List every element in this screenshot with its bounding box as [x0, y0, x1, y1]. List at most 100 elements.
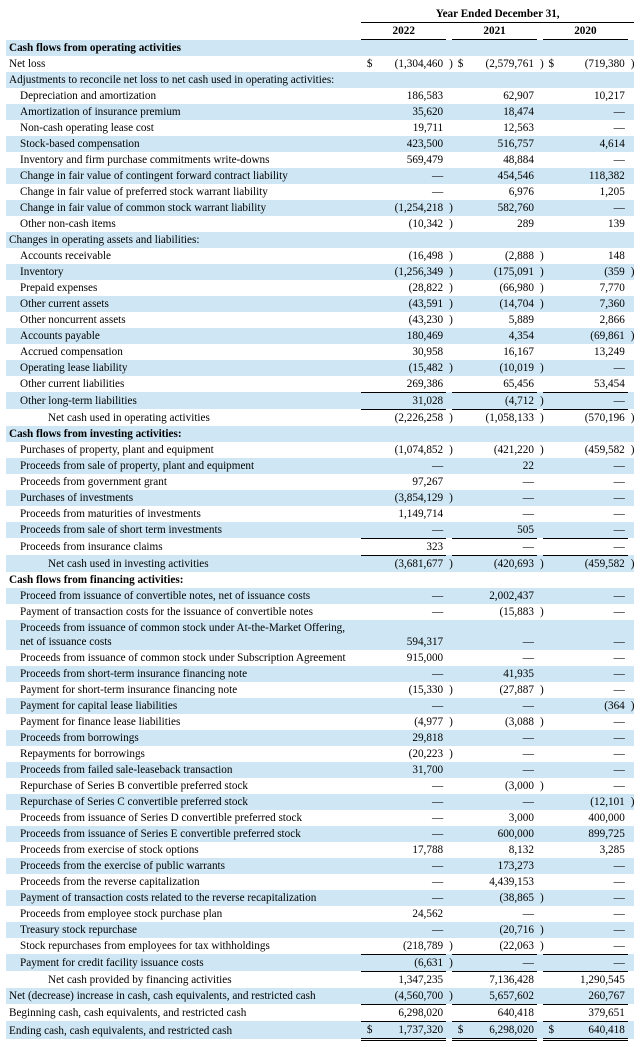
- currency-symbol: [543, 730, 557, 746]
- table-row: Depreciation and amortization186,58362,9…: [6, 88, 634, 104]
- table-row: Proceeds from sale of short term investm…: [6, 522, 634, 539]
- cell-value: —: [557, 474, 628, 490]
- table-row: Proceeds from borrowings29,818——: [6, 730, 634, 746]
- table-row: Stock-based compensation423,500516,7574,…: [6, 136, 634, 152]
- cell-value: 594,317: [375, 620, 446, 650]
- currency-symbol: [452, 312, 466, 328]
- cell-value: —: [557, 588, 628, 604]
- currency-symbol: [543, 506, 557, 522]
- cell-value: 17,788: [375, 842, 446, 858]
- cell-value: (1,058,133: [466, 409, 537, 426]
- currency-symbol: [452, 168, 466, 184]
- row-label: Other noncurrent assets: [6, 312, 361, 328]
- cell-value: —: [557, 620, 628, 650]
- cell-value: —: [557, 858, 628, 874]
- currency-symbol: [361, 152, 375, 168]
- cell-value: 4,354: [466, 328, 537, 344]
- cell-value: 18,474: [466, 104, 537, 120]
- cell-value: —: [466, 650, 537, 666]
- cell-value: 7,136,428: [466, 971, 537, 988]
- table-row: Inventory and firm purchase commitments …: [6, 152, 634, 168]
- cell-value: (15,883: [466, 604, 537, 620]
- cell-value: (4,977: [375, 714, 446, 730]
- currency-symbol: [543, 442, 557, 458]
- currency-symbol: [361, 104, 375, 120]
- row-label: Proceeds from issuance of Series D conve…: [6, 810, 361, 826]
- currency-symbol: [452, 40, 466, 56]
- cell-value: (43,591: [375, 296, 446, 312]
- cell-value: (2,888: [466, 248, 537, 264]
- cell-value: 31,700: [375, 762, 446, 778]
- col-year-0: 2022: [361, 23, 446, 40]
- cell-value: 31,028: [375, 392, 446, 409]
- cell-value: 2,002,437: [466, 588, 537, 604]
- currency-symbol: [361, 120, 375, 136]
- row-label: Repurchase of Series C convertible prefe…: [6, 794, 361, 810]
- table-row: Beginning cash, cash equivalents, and re…: [6, 1004, 634, 1021]
- currency-symbol: [543, 152, 557, 168]
- row-label: Other non-cash items: [6, 216, 361, 232]
- table-row: Purchases of property, plant and equipme…: [6, 442, 634, 458]
- currency-symbol: [361, 506, 375, 522]
- currency-symbol: [543, 954, 557, 971]
- currency-symbol: [543, 810, 557, 826]
- table-row: Proceeds from exercise of stock options1…: [6, 842, 634, 858]
- cell-value: —: [557, 730, 628, 746]
- currency-symbol: [361, 248, 375, 264]
- cell-value: (27,887: [466, 682, 537, 698]
- cell-value: (359: [557, 264, 628, 280]
- cell-value: 35,620: [375, 104, 446, 120]
- cell-value: (4,560,700: [375, 988, 446, 1005]
- currency-symbol: [452, 104, 466, 120]
- table-row: Inventory(1,256,349)(175,091)(359): [6, 264, 634, 280]
- currency-symbol: [452, 506, 466, 522]
- cell-value: 516,757: [466, 136, 537, 152]
- currency-symbol: $: [452, 56, 466, 72]
- table-row: Change in fair value of contingent forwa…: [6, 168, 634, 184]
- cell-value: (421,220: [466, 442, 537, 458]
- cell-value: 139: [557, 216, 628, 232]
- cell-value: 269,386: [375, 376, 446, 393]
- currency-symbol: [452, 604, 466, 620]
- cell-value: —: [375, 604, 446, 620]
- currency-symbol: [452, 588, 466, 604]
- currency-symbol: [361, 826, 375, 842]
- row-label: Other long-term liabilities: [6, 392, 361, 409]
- cell-value: —: [375, 778, 446, 794]
- cell-value: (69,861: [557, 328, 628, 344]
- row-label: Proceeds from issuance of common stock u…: [6, 650, 361, 666]
- cell-value: [557, 72, 628, 88]
- currency-symbol: [361, 474, 375, 490]
- currency-symbol: [452, 120, 466, 136]
- currency-symbol: [452, 746, 466, 762]
- currency-symbol: [361, 874, 375, 890]
- currency-symbol: [361, 360, 375, 376]
- currency-symbol: [361, 858, 375, 874]
- cell-value: 186,583: [375, 88, 446, 104]
- currency-symbol: [543, 40, 557, 56]
- currency-symbol: [452, 376, 466, 393]
- cell-value: 899,725: [557, 826, 628, 842]
- table-row: Repayments for borrowings(20,223)——: [6, 746, 634, 762]
- cell-value: (218,789: [375, 938, 446, 955]
- currency-symbol: [543, 666, 557, 682]
- row-label: Purchases of investments: [6, 490, 361, 506]
- row-label: Net loss: [6, 56, 361, 72]
- cell-value: —: [466, 746, 537, 762]
- cell-value: —: [466, 474, 537, 490]
- cell-value: —: [375, 794, 446, 810]
- cell-value: —: [466, 762, 537, 778]
- cell-value: —: [557, 152, 628, 168]
- currency-symbol: [452, 666, 466, 682]
- row-label: Proceeds from insurance claims: [6, 538, 361, 555]
- cell-value: (175,091: [466, 264, 537, 280]
- currency-symbol: [543, 874, 557, 890]
- currency-symbol: [452, 874, 466, 890]
- row-label: Proceeds from the reverse capitalization: [6, 874, 361, 890]
- cell-value: 1,347,235: [375, 971, 446, 988]
- row-label: Repayments for borrowings: [6, 746, 361, 762]
- cell-value: —: [557, 104, 628, 120]
- table-row: Payment of transaction costs related to …: [6, 890, 634, 906]
- currency-symbol: [452, 344, 466, 360]
- currency-symbol: [543, 216, 557, 232]
